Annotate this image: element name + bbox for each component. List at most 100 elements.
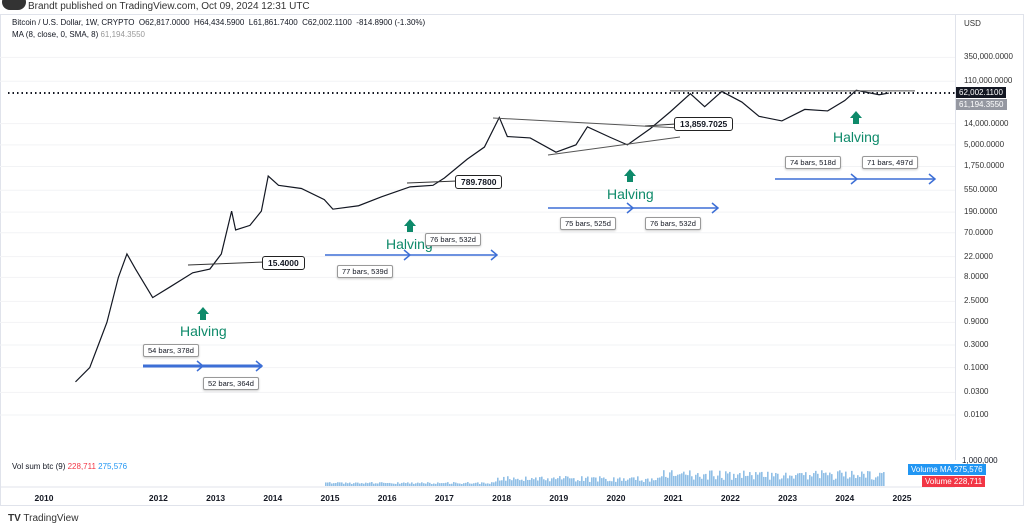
volume-bar [855,478,857,486]
axis-tick: 22.0000 [964,252,993,261]
volume-bar [467,482,469,486]
volume-bar [787,478,789,486]
volume-bar [373,484,375,486]
x-tick: 2016 [378,493,397,503]
volume-bar [763,477,765,486]
volume-bar [591,477,593,486]
volume-bar [395,484,397,486]
volume-bar [403,482,405,486]
volume-bar [447,482,449,486]
volume-bar [413,484,415,486]
volume-bar [409,484,411,486]
volume-bar [881,473,883,486]
halving-arrow-icon [850,111,862,124]
volume-bar [717,476,719,486]
volume-tag: Volume 228,711 [922,476,985,487]
x-tick: 2020 [607,493,626,503]
volume-bar [361,483,363,486]
volume-bar [363,484,365,486]
volume-bar [713,476,715,486]
volume-bar [679,474,681,486]
volume-bar [419,483,421,486]
currency-label: USD [964,19,981,28]
volume-bar [851,471,853,486]
volume-bar [829,473,831,486]
volume-bar [505,481,507,486]
volume-bar [335,483,337,486]
axis-tick: 1,750.0000 [964,161,1004,170]
volume-bar [617,479,619,486]
volume-bar [733,474,735,486]
volume-bar [803,475,805,486]
volume-bar [773,476,775,486]
volume-bar [749,472,751,486]
volume-bar [789,475,791,486]
volume-bar [331,484,333,486]
volume-bar [705,474,707,486]
axis-tick: 0.3000 [964,340,988,349]
volume-bar [553,477,555,486]
volume-bar [725,471,727,486]
volume-bar [503,477,505,486]
axis-tick: 110,000.0000 [964,76,1012,85]
volume-bar [815,471,817,486]
volume-tag-value: 228,711 [954,477,982,486]
x-tick: 2012 [149,493,168,503]
volume-bar [375,483,377,486]
volume-bar [869,471,871,486]
ma-tag: 61,194.3550 [956,99,1007,110]
volume-bar [519,480,521,486]
price-axis[interactable]: USD 350,000.0000 110,000.0000 14,000.0000 5… [955,14,1024,460]
volume-bar [637,476,639,486]
volume-bar [515,479,517,486]
axis-tick: 350,000.0000 [964,52,1013,61]
volume-bar [587,476,589,486]
volume-bar [823,473,825,486]
volume-ma-tag-value: 275,576 [954,465,983,474]
x-tick: 2022 [721,493,740,503]
volume-bar [561,479,563,486]
volume-bar [465,483,467,486]
volume-bar [633,477,635,486]
volume-bar [747,476,749,486]
triangle-lower-line [548,137,680,155]
volume-bar [341,482,343,486]
volume-bar [711,470,713,486]
volume-bar [379,482,381,486]
volume-bar [531,478,533,486]
volume-bar [583,481,585,486]
volume-bar [767,472,769,486]
volume-bar [867,471,869,486]
volume-bar [575,481,577,486]
volume-bar [559,476,561,486]
volume-bar [421,482,423,486]
volume-bar [597,482,599,486]
level-line [407,181,457,183]
volume-bar [609,481,611,486]
halving-label: Halving [607,186,654,202]
x-tick: 2024 [835,493,854,503]
volume-label: Vol sum btc (9) [12,462,65,471]
volume-bar [347,483,349,486]
volume-bar [353,483,355,486]
volume-bar [805,472,807,486]
volume-bar [687,475,689,486]
volume-bar [797,473,799,486]
volume-bar [445,483,447,486]
axis-tick: 0.9000 [964,317,988,326]
volume-bar [651,478,653,486]
volume-bar [441,483,443,486]
volume-ma-value: 275,576 [98,462,127,471]
volume-bar [751,475,753,486]
volume-bar [777,474,779,486]
volume-bar [659,477,661,486]
volume-bar [555,479,557,486]
bars-range-label: 77 bars, 539d [337,265,393,278]
volume-bar [817,474,819,486]
volume-bar [761,472,763,486]
volume-bar [483,483,485,486]
volume-bar [537,481,539,486]
volume-bar [417,483,419,486]
volume-bar [879,473,881,486]
